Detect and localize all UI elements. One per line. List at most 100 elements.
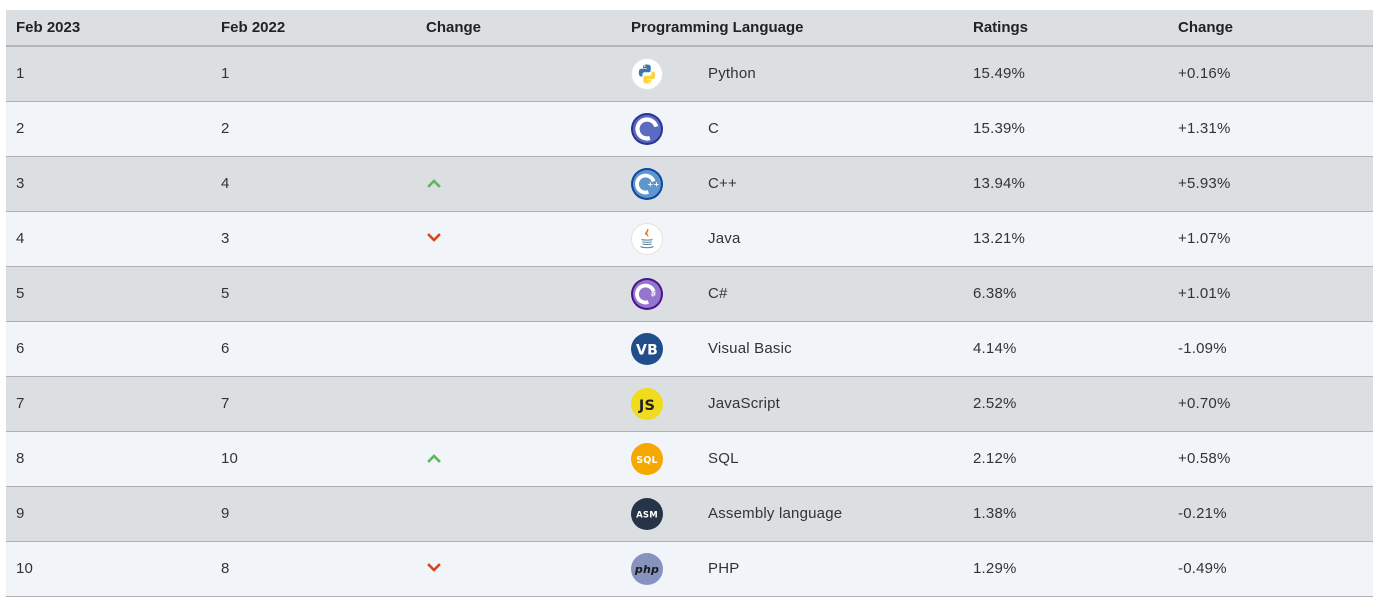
- java-icon: [631, 222, 663, 255]
- ranking-table-container: Feb 2023 Feb 2022 Change Programming Lan…: [6, 10, 1373, 597]
- python-icon: [631, 57, 663, 90]
- csharp-icon: #: [631, 277, 663, 310]
- language-cell: Python: [621, 46, 963, 101]
- language-info: Java: [631, 222, 953, 255]
- language-info: ASM Assembly language: [631, 497, 953, 530]
- table-row[interactable]: 2 2 C 15.39% +1.31%: [6, 101, 1373, 156]
- rank-feb-2022: 2: [221, 120, 230, 137]
- table-row[interactable]: 8 10 SQL SQL 2.12% +0.58%: [6, 431, 1373, 486]
- rating-value: 4.14%: [973, 340, 1017, 357]
- rating-value: 6.38%: [973, 285, 1017, 302]
- rating-value: 13.21%: [973, 230, 1026, 247]
- rank-feb-2022: 10: [221, 450, 239, 467]
- language-name: Java: [708, 230, 741, 247]
- language-name: PHP: [708, 560, 740, 577]
- sql-icon: SQL: [631, 442, 663, 475]
- rank-feb-2023: 5: [16, 285, 25, 302]
- header-programming-language[interactable]: Programming Language: [631, 19, 804, 36]
- rank-change-cell: [416, 431, 621, 486]
- language-cell: ++ C++: [621, 156, 963, 211]
- language-name: JavaScript: [708, 395, 781, 412]
- rank-feb-2023: 6: [16, 340, 25, 357]
- rating-change-value: +5.93%: [1178, 175, 1231, 192]
- table-row[interactable]: 10 8 php PHP 1.29% -0.49%: [6, 541, 1373, 596]
- language-cell: Java: [621, 211, 963, 266]
- rank-feb-2022: 8: [221, 560, 230, 577]
- rank-feb-2023: 7: [16, 395, 25, 412]
- rank-feb-2023: 9: [16, 505, 25, 522]
- c-icon: [631, 112, 663, 145]
- language-info: Python: [631, 57, 953, 90]
- table-row[interactable]: 7 7 JS JavaScript 2.52% +0.70%: [6, 376, 1373, 431]
- rank-feb-2023: 2: [16, 120, 25, 137]
- rank-feb-2022: 4: [221, 175, 230, 192]
- language-cell: SQL SQL: [621, 431, 963, 486]
- cpp-icon: ++: [631, 167, 663, 200]
- header-ratings[interactable]: Ratings: [973, 19, 1029, 36]
- language-name: Python: [708, 65, 756, 83]
- language-cell: VB Visual Basic: [621, 321, 963, 376]
- svg-text:#: #: [650, 290, 656, 298]
- php-icon: php: [631, 552, 663, 585]
- table-row[interactable]: 4 3 Java 13.21% +1.07%: [6, 211, 1373, 266]
- rating-change-value: +0.16%: [1178, 65, 1231, 83]
- rank-feb-2022: 5: [221, 285, 230, 302]
- rank-feb-2023: 10: [16, 560, 34, 577]
- rating-value: 1.29%: [973, 560, 1017, 577]
- arrow-up-icon: [426, 175, 441, 192]
- rating-change-value: +1.07%: [1178, 230, 1231, 247]
- svg-text:SQL: SQL: [636, 455, 658, 466]
- table-row[interactable]: 9 9 ASM Assembly language 1.38% -0.21%: [6, 486, 1373, 541]
- rank-feb-2022: 3: [221, 230, 230, 247]
- language-info: VB Visual Basic: [631, 332, 953, 365]
- rank-change-cell: [416, 486, 621, 541]
- language-name: C#: [708, 285, 728, 302]
- language-name: C: [708, 120, 720, 137]
- rating-value: 2.52%: [973, 395, 1017, 412]
- language-info: # C#: [631, 277, 953, 310]
- table-row[interactable]: 1 1 Python 15.49% +0.16%: [6, 46, 1373, 101]
- svg-text:++: ++: [647, 180, 659, 188]
- table-row[interactable]: 5 5 # C# 6.38% +1.01%: [6, 266, 1373, 321]
- assembly-icon: ASM: [631, 497, 663, 530]
- javascript-icon: JS: [631, 387, 663, 420]
- svg-text:VB: VB: [636, 342, 658, 358]
- rank-change-cell: [416, 266, 621, 321]
- rank-change-cell: [416, 156, 621, 211]
- rating-value: 1.38%: [973, 505, 1017, 522]
- language-name: C++: [708, 175, 737, 192]
- language-name: Assembly language: [708, 505, 843, 522]
- visual-basic-icon: VB: [631, 332, 663, 365]
- table-body: 1 1 Python 15.49% +0.16% 2 2 C 15.39% +1.31% 3 4 ++ C…: [6, 46, 1373, 596]
- rank-feb-2022: 7: [221, 395, 230, 412]
- rank-change-cell: [416, 101, 621, 156]
- svg-text:JS: JS: [638, 398, 655, 414]
- header-row: Feb 2023 Feb 2022 Change Programming Lan…: [6, 10, 1373, 46]
- rank-feb-2022: 9: [221, 505, 230, 522]
- arrow-up-icon: [426, 450, 441, 467]
- table-row[interactable]: 3 4 ++ C++ 13.94% +5.93%: [6, 156, 1373, 211]
- table-header: Feb 2023 Feb 2022 Change Programming Lan…: [6, 10, 1373, 46]
- language-info: php PHP: [631, 552, 953, 585]
- header-change-rating[interactable]: Change: [1178, 19, 1234, 36]
- language-name: Visual Basic: [708, 340, 792, 357]
- rank-feb-2023: 8: [16, 450, 25, 467]
- header-feb-2022[interactable]: Feb 2022: [221, 19, 286, 36]
- arrow-down-icon: [426, 230, 441, 247]
- header-change-rank[interactable]: Change: [426, 19, 482, 36]
- language-info: ++ C++: [631, 167, 953, 200]
- svg-text:ASM: ASM: [636, 510, 658, 520]
- arrow-down-icon: [426, 560, 441, 577]
- rating-value: 15.39%: [973, 120, 1026, 137]
- language-cell: # C#: [621, 266, 963, 321]
- header-feb-2023[interactable]: Feb 2023: [16, 19, 81, 36]
- rating-change-value: -0.49%: [1178, 560, 1227, 577]
- rating-value: 2.12%: [973, 450, 1017, 467]
- table-row[interactable]: 6 6 VB Visual Basic 4.14% -1.09%: [6, 321, 1373, 376]
- language-cell: ASM Assembly language: [621, 486, 963, 541]
- rank-feb-2023: 3: [16, 175, 25, 192]
- rank-feb-2022: 6: [221, 340, 230, 357]
- language-ranking-table: Feb 2023 Feb 2022 Change Programming Lan…: [6, 10, 1373, 597]
- rating-change-value: +1.01%: [1178, 285, 1231, 302]
- rating-change-value: +0.58%: [1178, 450, 1231, 467]
